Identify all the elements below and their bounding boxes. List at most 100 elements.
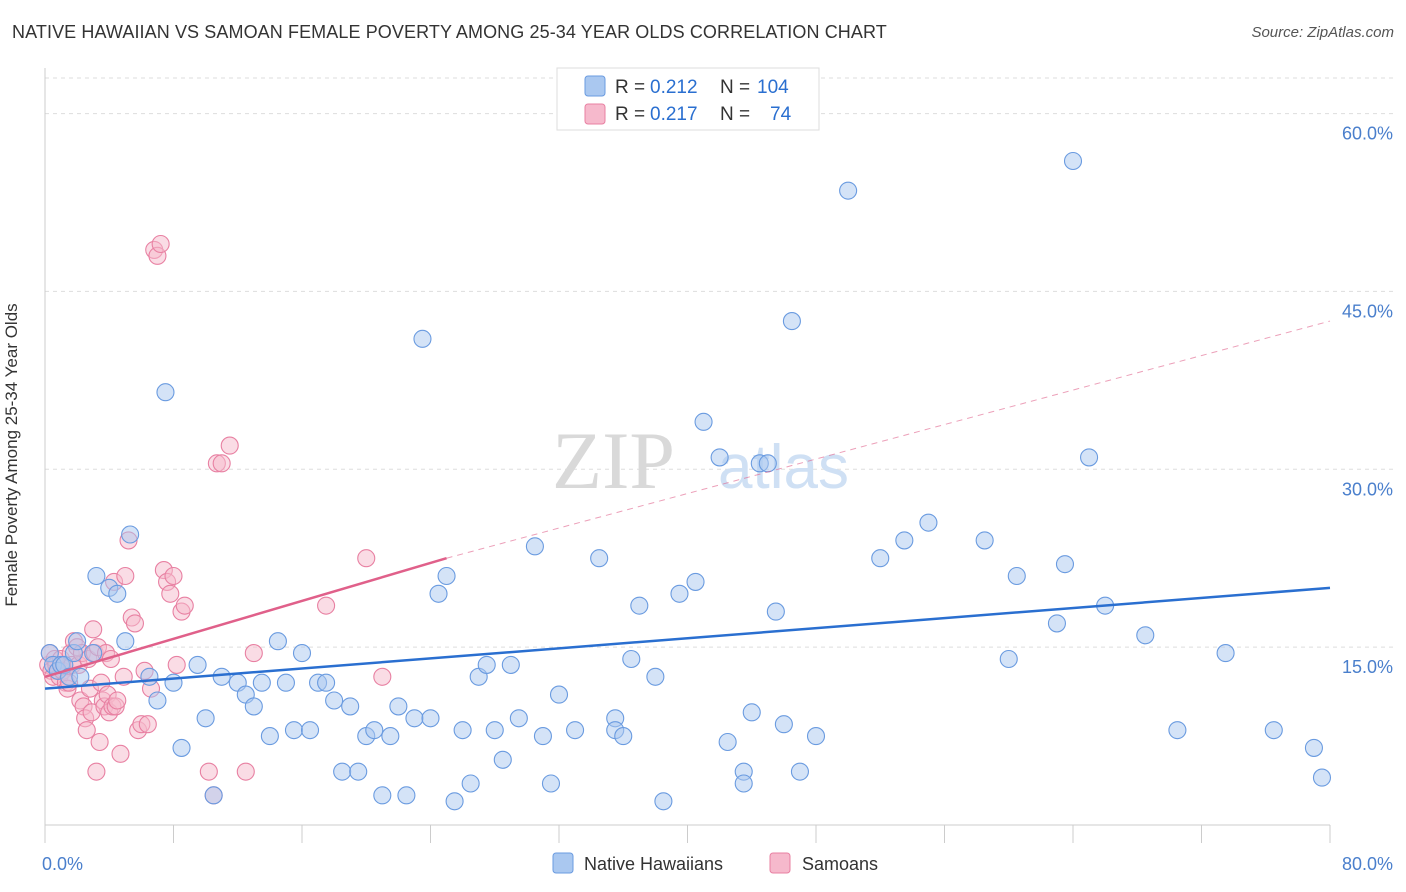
point-native-hawaiians: [188, 655, 207, 674]
point-native-hawaiians: [68, 632, 87, 651]
point-native-hawaiians: [1304, 738, 1323, 757]
point-native-hawaiians: [252, 673, 271, 692]
x-tick-label: 0.0%: [42, 854, 83, 874]
point-native-hawaiians: [413, 329, 432, 348]
point-native-hawaiians: [244, 697, 263, 716]
point-native-hawaiians: [806, 727, 826, 746]
point-samoans: [87, 762, 106, 781]
point-native-hawaiians: [895, 531, 914, 550]
watermark-zip: ZIP: [552, 415, 675, 506]
point-native-hawaiians: [975, 531, 994, 550]
point-samoans: [84, 620, 103, 639]
point-native-hawaiians: [646, 667, 665, 686]
point-native-hawaiians: [999, 649, 1018, 669]
x-tick-label: 80.0%: [1342, 854, 1393, 874]
legend-r-label-2: R =: [615, 104, 645, 125]
point-samoans: [244, 644, 263, 663]
point-samoans: [125, 614, 144, 633]
source-label: Source: ZipAtlas.com: [1251, 24, 1394, 41]
trend-lines: [44, 320, 1331, 690]
point-native-hawaiians: [1047, 614, 1066, 633]
point-samoans: [161, 584, 180, 603]
y-tick-label: 30.0%: [1342, 479, 1393, 499]
point-native-hawaiians: [590, 549, 609, 568]
point-native-hawaiians: [1080, 448, 1099, 467]
legend-n-value-2: 74: [770, 104, 792, 125]
point-native-hawaiians: [718, 732, 737, 752]
point-samoans: [199, 762, 218, 781]
trend-line-samoans: [44, 557, 447, 678]
point-native-hawaiians: [164, 673, 183, 692]
point-native-hawaiians: [453, 721, 472, 740]
stats-legend: R = 0.212 N = 104 R = 0.217 N = 74: [556, 67, 820, 131]
point-native-hawaiians: [148, 691, 167, 710]
point-native-hawaiians: [341, 697, 360, 716]
point-native-hawaiians: [1055, 555, 1075, 574]
point-native-hawaiians: [790, 762, 809, 781]
point-native-hawaiians: [566, 721, 585, 740]
point-samoans: [116, 566, 135, 586]
point-native-hawaiians: [493, 750, 512, 769]
point-native-hawaiians: [1168, 721, 1187, 740]
point-native-hawaiians: [108, 584, 127, 603]
chart-title: NATIVE HAWAIIAN VS SAMOAN FEMALE POVERTY…: [12, 22, 887, 42]
point-samoans: [175, 596, 194, 615]
point-samoans: [317, 596, 336, 615]
point-native-hawaiians: [509, 709, 528, 728]
point-native-hawaiians: [477, 655, 496, 674]
watermark-atlas: atlas: [718, 433, 849, 502]
legend-n-value-1: 104: [757, 77, 789, 98]
point-samoans: [90, 732, 109, 752]
point-native-hawaiians: [349, 762, 368, 781]
point-native-hawaiians: [397, 786, 416, 805]
point-native-hawaiians: [140, 667, 159, 686]
point-native-hawaiians: [871, 549, 890, 568]
point-native-hawaiians: [212, 667, 231, 686]
y-tick-label: 60.0%: [1342, 124, 1393, 144]
point-samoans: [167, 655, 186, 674]
point-native-hawaiians: [204, 786, 223, 805]
point-native-hawaiians: [839, 181, 858, 200]
tick-labels: 15.0% 30.0% 45.0% 60.0% 0.0% 80.0%: [42, 124, 1393, 874]
y-tick-label: 15.0%: [1342, 657, 1393, 677]
point-native-hawaiians: [84, 644, 103, 663]
point-native-hawaiians: [71, 667, 90, 686]
point-native-hawaiians: [622, 649, 641, 669]
point-native-hawaiians: [116, 632, 135, 651]
point-native-hawaiians: [445, 792, 464, 811]
point-native-hawaiians: [292, 644, 312, 663]
point-native-hawaiians: [1007, 566, 1026, 586]
point-samoans: [111, 744, 130, 763]
point-native-hawaiians: [325, 691, 344, 710]
point-native-hawaiians: [630, 596, 649, 615]
point-native-hawaiians: [525, 537, 544, 556]
point-native-hawaiians: [284, 721, 304, 740]
point-native-hawaiians: [121, 525, 140, 544]
point-samoans: [373, 667, 392, 686]
point-native-hawaiians: [654, 792, 673, 811]
point-native-hawaiians: [365, 721, 384, 740]
legend-r-value-2: 0.217: [650, 104, 698, 125]
point-native-hawaiians: [461, 774, 480, 793]
series-legend-label-blue: Native Hawaiians: [584, 854, 723, 874]
point-native-hawaiians: [373, 786, 392, 805]
series-legend-swatch-pink: [769, 852, 791, 874]
point-samoans: [220, 436, 239, 455]
point-native-hawaiians: [260, 727, 279, 746]
legend-r-value-1: 0.212: [650, 77, 698, 98]
point-native-hawaiians: [437, 566, 456, 586]
legend-swatch-blue: [584, 75, 606, 97]
point-native-hawaiians: [87, 566, 106, 586]
point-native-hawaiians: [1063, 151, 1083, 171]
watermark: ZIP atlas: [552, 415, 849, 506]
gridlines: [45, 77, 1395, 648]
series-legend: Native Hawaiians Samoans: [552, 852, 878, 874]
point-native-hawaiians: [501, 655, 520, 674]
point-native-hawaiians: [670, 584, 689, 603]
data-points: [39, 151, 1332, 811]
point-native-hawaiians: [268, 632, 287, 651]
point-samoans: [138, 715, 157, 734]
point-native-hawaiians: [429, 584, 448, 603]
point-native-hawaiians: [694, 412, 713, 431]
